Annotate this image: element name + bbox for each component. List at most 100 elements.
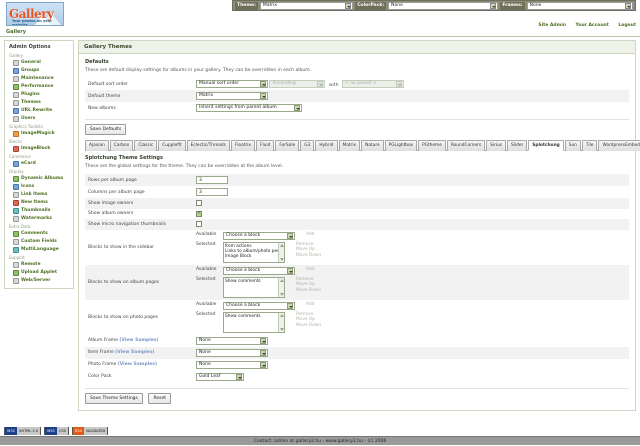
move-up-link[interactable]: Move Up — [296, 247, 315, 252]
sidebar-item-new-items[interactable]: New Items — [13, 199, 70, 206]
cols-per-page-input[interactable]: 3 — [196, 188, 228, 196]
theme-select[interactable]: Matrix — [259, 1, 354, 10]
sidebar-item-comments[interactable]: Comments — [13, 230, 70, 237]
tab-forsale[interactable]: ForSale — [275, 140, 300, 151]
tab-matrix[interactable]: Matrix — [338, 140, 361, 151]
sidebar-item-watermarks[interactable]: Watermarks — [13, 215, 70, 222]
move-up-link[interactable]: Move Up — [296, 282, 315, 287]
tab-floatrix[interactable]: Floatrix — [230, 140, 256, 151]
sidebar-item-performance[interactable]: Performance — [13, 83, 70, 90]
scrollbar[interactable] — [278, 277, 284, 297]
scrollbar[interactable] — [278, 312, 284, 332]
tab-classic[interactable]: Classic — [134, 140, 158, 151]
chevron-down-icon — [236, 373, 242, 380]
add-block-link[interactable]: Add — [306, 231, 315, 237]
sidebar-item-imagemagick[interactable]: ImageMagick — [13, 130, 70, 137]
default-theme-select[interactable]: Matrix — [196, 92, 268, 100]
scrollbar[interactable] — [278, 242, 284, 262]
sidebar-item-dynamic-albums[interactable]: Dynamic Albums — [13, 175, 70, 182]
selected-blocks-listbox[interactable]: Show comments — [223, 311, 285, 333]
sidebar-item-custom-fields[interactable]: Custom Fields — [13, 238, 70, 245]
sidebar-item-themes[interactable]: Themes — [13, 99, 70, 106]
rows-per-page-input[interactable]: 3 — [196, 176, 228, 184]
list-item[interactable]: Links to album/photo peers — [225, 248, 284, 254]
sidebar-item-upload-applet[interactable]: Upload Applet — [13, 269, 70, 276]
breadcrumb[interactable]: Gallery — [6, 29, 27, 35]
show-micro-nav-checkbox[interactable] — [196, 221, 202, 227]
tab-fluid[interactable]: Fluid — [256, 140, 275, 151]
move-down-link[interactable]: Move Down — [296, 287, 322, 293]
remove-block-link[interactable]: Remove — [296, 276, 314, 282]
validation-badge[interactable]: RSS VALIDATED — [72, 427, 109, 435]
selected-blocks-listbox[interactable]: Show comments — [223, 276, 285, 298]
sidebar-item-remote[interactable]: Remote — [13, 261, 70, 268]
remove-block-link[interactable]: Remove — [296, 241, 314, 247]
tab-hybrid[interactable]: Hybrid — [315, 140, 338, 151]
tab-cupplefit[interactable]: Cupplefit — [158, 140, 186, 151]
add-block-link[interactable]: Add — [306, 301, 315, 307]
view-samples-link[interactable]: (View Samples) — [115, 350, 155, 355]
tab-pglightbox[interactable]: PGLightbox — [384, 140, 418, 151]
tab-ajaxian[interactable]: Ajaxian — [85, 140, 109, 151]
tab-carbon[interactable]: Carbon — [109, 140, 134, 151]
tab-sun[interactable]: Sun — [564, 140, 581, 151]
tab-splotchung[interactable]: Splotchung — [528, 140, 564, 151]
sidebar-item-multilanguage[interactable]: MultiLanguage — [13, 246, 70, 253]
sidebar-item-groups[interactable]: Groups — [13, 67, 70, 74]
show-image-owners-checkbox[interactable] — [196, 200, 202, 206]
reset-button[interactable]: Reset — [148, 392, 172, 404]
sidebar-item-users[interactable]: Users — [13, 115, 70, 122]
tab-nature[interactable]: Nature — [361, 140, 384, 151]
show-album-owners-checkbox[interactable] — [196, 210, 202, 217]
sidebar-item-plugins[interactable]: Plugins — [13, 91, 70, 98]
tab-pgtheme[interactable]: PGtheme — [418, 140, 446, 151]
link-your-account[interactable]: Your Account — [575, 23, 609, 28]
tab-eclectic-threads[interactable]: Eclectic/Threads — [186, 140, 230, 151]
frame-select[interactable]: None — [196, 360, 268, 369]
color-pack-select[interactable]: Gold Leaf — [196, 372, 244, 381]
move-down-link[interactable]: Move Down — [296, 252, 322, 258]
sidebar-item-web-server[interactable]: Web/Server — [13, 277, 70, 284]
link-logout[interactable]: Logout — [618, 23, 636, 28]
remove-block-link[interactable]: Remove — [296, 311, 314, 317]
tab-sirius[interactable]: Sirius — [486, 140, 507, 151]
validation-badge[interactable]: W3C CSS — [43, 427, 69, 435]
add-block-link[interactable]: Add — [306, 266, 315, 272]
sidebar-item-general[interactable]: General — [13, 59, 70, 66]
available-block-select[interactable]: Choose a block — [223, 266, 295, 275]
sidebar-item-thumbnails[interactable]: Thumbnails — [13, 207, 70, 214]
link-site-admin[interactable]: Site Admin — [538, 23, 567, 28]
tab-tile[interactable]: Tile — [581, 140, 598, 151]
move-down-link[interactable]: Move Down — [296, 322, 322, 328]
move-up-link[interactable]: Move Up — [296, 317, 315, 322]
list-item[interactable]: Show comments — [225, 313, 261, 319]
colorpack-select[interactable]: None — [388, 1, 499, 10]
tab-g3[interactable]: G3 — [300, 140, 315, 151]
new-albums-select[interactable]: Inherit settings from parent album — [196, 104, 302, 112]
sidebar-item-url-rewrite[interactable]: URL Rewrite — [13, 107, 70, 114]
list-item[interactable]: Image Block — [225, 253, 252, 259]
available-block-select[interactable]: Choose a block — [223, 231, 295, 240]
tab-slider[interactable]: Slider — [507, 140, 528, 151]
sidebar-item-imageblock[interactable]: ImageBlock — [13, 145, 70, 152]
sidebar-item-icons[interactable]: Icons — [13, 183, 70, 190]
save-theme-settings-button[interactable]: Save Theme Settings — [85, 392, 143, 404]
validation-badge[interactable]: W3C XHTML 1.0 — [4, 427, 41, 435]
frame-select[interactable]: None — [196, 336, 268, 345]
available-block-select[interactable]: Choose a block — [223, 301, 295, 310]
sidebar-item-link-items[interactable]: Link Items — [13, 191, 70, 198]
list-item[interactable]: Item actions — [225, 243, 252, 249]
list-item[interactable]: Show comments — [225, 278, 261, 284]
tab-wordpressembedded[interactable]: WordpressEmbedded — [598, 140, 640, 151]
save-defaults-button[interactable]: Save Defaults — [85, 124, 127, 135]
frame-select[interactable]: None — [196, 348, 268, 357]
gallery-logo[interactable]: Gallery Your photos on your website — [6, 2, 64, 26]
sidebar-item-ecard[interactable]: eCard — [13, 160, 70, 167]
view-samples-link[interactable]: (View Samples) — [117, 362, 158, 367]
default-sort-order-select[interactable]: Manual sort order — [196, 80, 268, 88]
tab-roundcorners[interactable]: RoundCorners — [446, 140, 486, 151]
view-samples-link[interactable]: (View Samples) — [119, 338, 159, 343]
selected-blocks-listbox[interactable]: Item actions Links to album/photo peers Im… — [223, 241, 285, 263]
sidebar-item-maintenance[interactable]: Maintenance — [13, 75, 70, 82]
frames-select[interactable]: None — [526, 1, 633, 10]
